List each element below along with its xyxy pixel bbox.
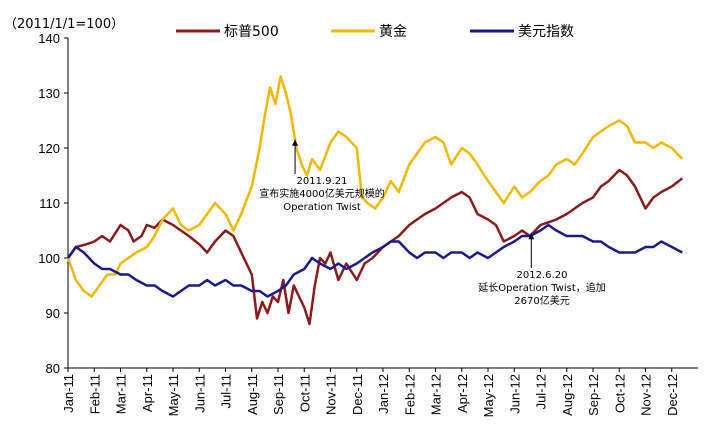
y-tick-label: 130 xyxy=(38,86,60,101)
series-line xyxy=(66,75,684,298)
x-tick-label: Jul-11 xyxy=(219,374,234,408)
y-tick-label: 100 xyxy=(38,251,60,266)
x-tick-label: Dec-11 xyxy=(350,374,365,415)
x-tick-label: Feb-12 xyxy=(402,374,417,415)
annotation-text: 2011.9.21 xyxy=(297,176,348,187)
x-tick-label: Jan-12 xyxy=(376,374,391,414)
x-tick-label: Apr-12 xyxy=(455,374,470,413)
legend-label: 黄金 xyxy=(379,23,407,40)
y-tick-label: 80 xyxy=(46,361,60,376)
x-tick-label: Nov-11 xyxy=(324,374,339,415)
x-tick-label: Aug-12 xyxy=(560,374,575,416)
x-tick-label: Oct-12 xyxy=(612,374,627,413)
x-tick-label: Jan-11 xyxy=(61,374,76,413)
annotation-arrowhead xyxy=(292,139,299,146)
x-tick-label: Nov-12 xyxy=(639,374,654,416)
x-tick-label: Dec-12 xyxy=(665,374,680,416)
series-line xyxy=(66,168,684,326)
x-tick-label: Feb-11 xyxy=(87,374,102,414)
series-group xyxy=(66,75,684,326)
axes: 80 90 100 110 120 130 140 Jan-11 Feb-11 Mar-11 Apr… xyxy=(38,31,698,417)
series-line xyxy=(66,223,683,298)
legend-label: 美元指数 xyxy=(518,24,574,40)
annotation-text: 延长Operation Twist，追加 xyxy=(478,281,606,294)
annotation-arrowhead xyxy=(528,233,535,240)
x-tick-label: Jul-12 xyxy=(534,374,549,409)
legend: 标普500 黄金 美元指数 xyxy=(176,23,574,40)
x-tick-label: Mar-11 xyxy=(114,374,129,414)
annotation-text: 2670亿美元 xyxy=(514,294,569,307)
y-unit-label: （2011/1/1=100） xyxy=(4,17,124,32)
x-tick-label: Jun-12 xyxy=(507,374,522,414)
x-tick-label: Apr-11 xyxy=(140,374,155,412)
legend-label: 标普500 xyxy=(224,24,279,40)
x-tick-label: Aug-11 xyxy=(245,374,260,415)
x-tick-label: Sep-12 xyxy=(586,374,601,416)
annotation-text: 宣布实施4000亿美元规模的 xyxy=(259,187,384,200)
x-tick-label: May-11 xyxy=(166,374,181,416)
y-tick-label: 90 xyxy=(46,306,60,321)
annotation-text: 2012.6.20 xyxy=(517,270,568,281)
y-tick-label: 120 xyxy=(38,141,60,156)
annotation-text: Operation Twist xyxy=(283,202,361,213)
x-tick-label: May-12 xyxy=(481,374,496,417)
x-tick-label: Mar-12 xyxy=(429,374,444,415)
y-tick-label: 140 xyxy=(38,31,60,46)
y-tick-label: 110 xyxy=(39,196,60,211)
x-tick-label: Sep-11 xyxy=(271,374,286,415)
x-tick-label: Oct-11 xyxy=(297,374,312,412)
x-tick-label: Jun-11 xyxy=(192,374,207,413)
